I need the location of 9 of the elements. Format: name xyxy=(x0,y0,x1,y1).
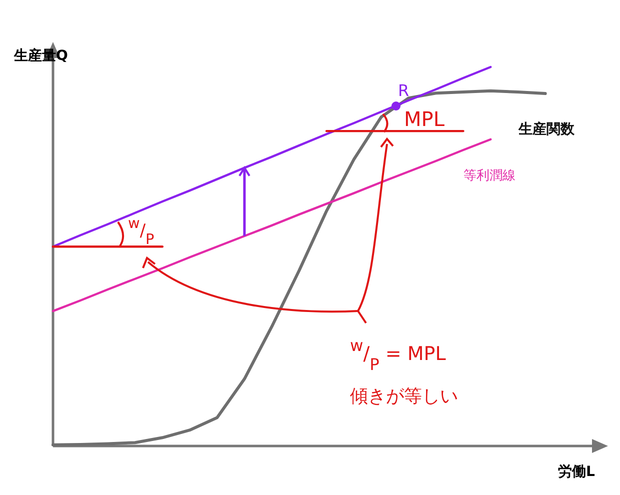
annotation: $^{w}$/$_{P}$ = MPL xyxy=(350,336,446,374)
text: 生産関数 xyxy=(517,120,576,138)
annotation: MPL xyxy=(404,107,446,131)
x-axis-title: 労働L xyxy=(558,464,595,480)
series-label: 等利潤線 xyxy=(464,168,516,184)
y-axis-title: 生産量Q xyxy=(13,47,68,64)
annotation: R xyxy=(398,81,410,100)
annotation: 傾きが等しい xyxy=(350,386,458,407)
annotation: $^{w}$/$_{P}$ xyxy=(128,216,155,248)
